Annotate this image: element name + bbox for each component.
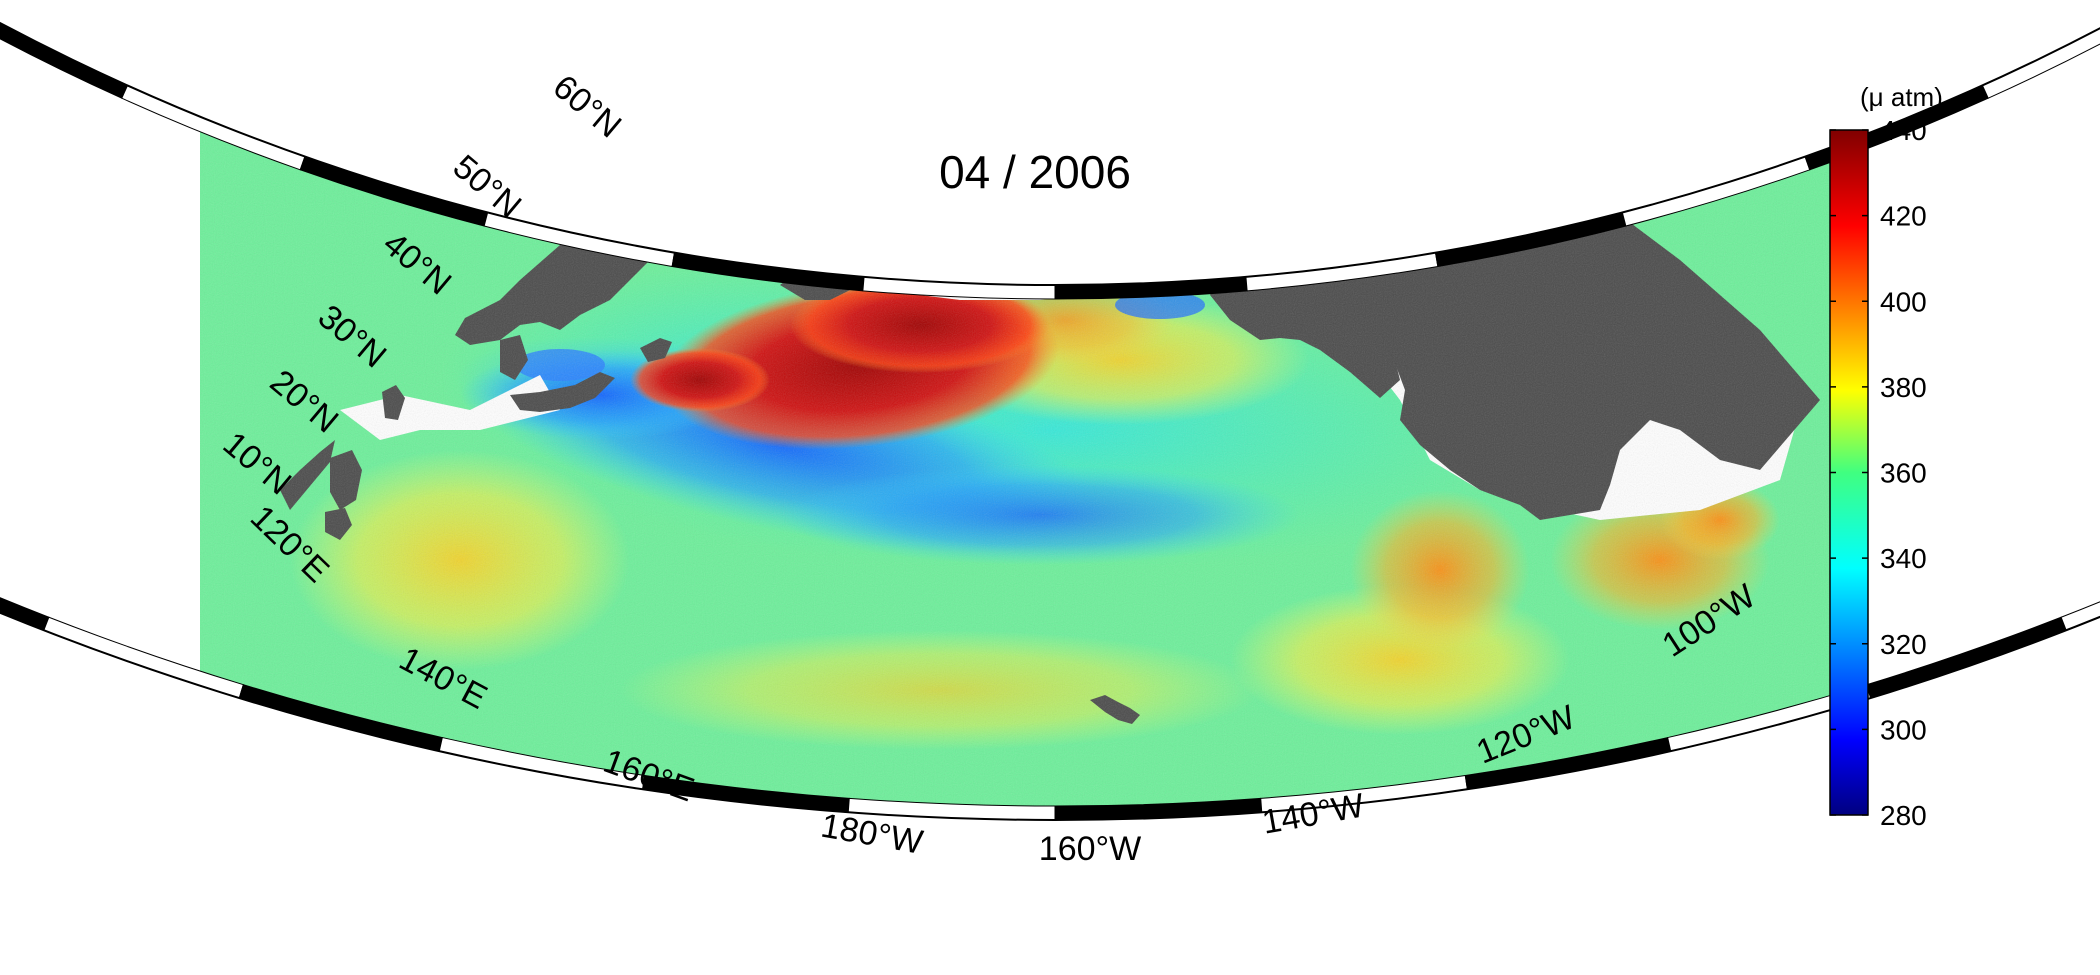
colorbar-tick-label: 360	[1880, 458, 1927, 489]
frame-segment	[2060, 601, 2100, 631]
longitude-label-160w: 160°W	[1039, 830, 1141, 868]
frame-segment	[1981, 27, 2100, 99]
colorbar-ticks: 280 300 320 340 360 380 400 420 440	[1830, 115, 1927, 831]
map-title: 04 / 2006	[939, 146, 1131, 198]
colorbar-tick-label: 380	[1880, 372, 1927, 403]
colorbar-tick-label: 340	[1880, 543, 1927, 574]
colorbar-tick-label: 300	[1880, 714, 1927, 745]
colorbar-tick-label: 400	[1880, 286, 1927, 317]
colorbar-tick-label: 420	[1880, 201, 1927, 232]
colorbar-tick-label: 440	[1880, 115, 1927, 146]
frame-segment	[0, 22, 129, 99]
frame-outline	[0, 21, 2100, 821]
latitude-label-60n: 60°N	[546, 68, 629, 146]
colorbar-unit-label: (μ atm)	[1860, 82, 1943, 112]
colorbar-tick-label: 280	[1880, 800, 1927, 831]
colorbar-tick-label: 320	[1880, 629, 1927, 660]
colorbar: (μ atm) 280 300 320 340 360 380 400 420 440	[1829, 82, 1943, 831]
